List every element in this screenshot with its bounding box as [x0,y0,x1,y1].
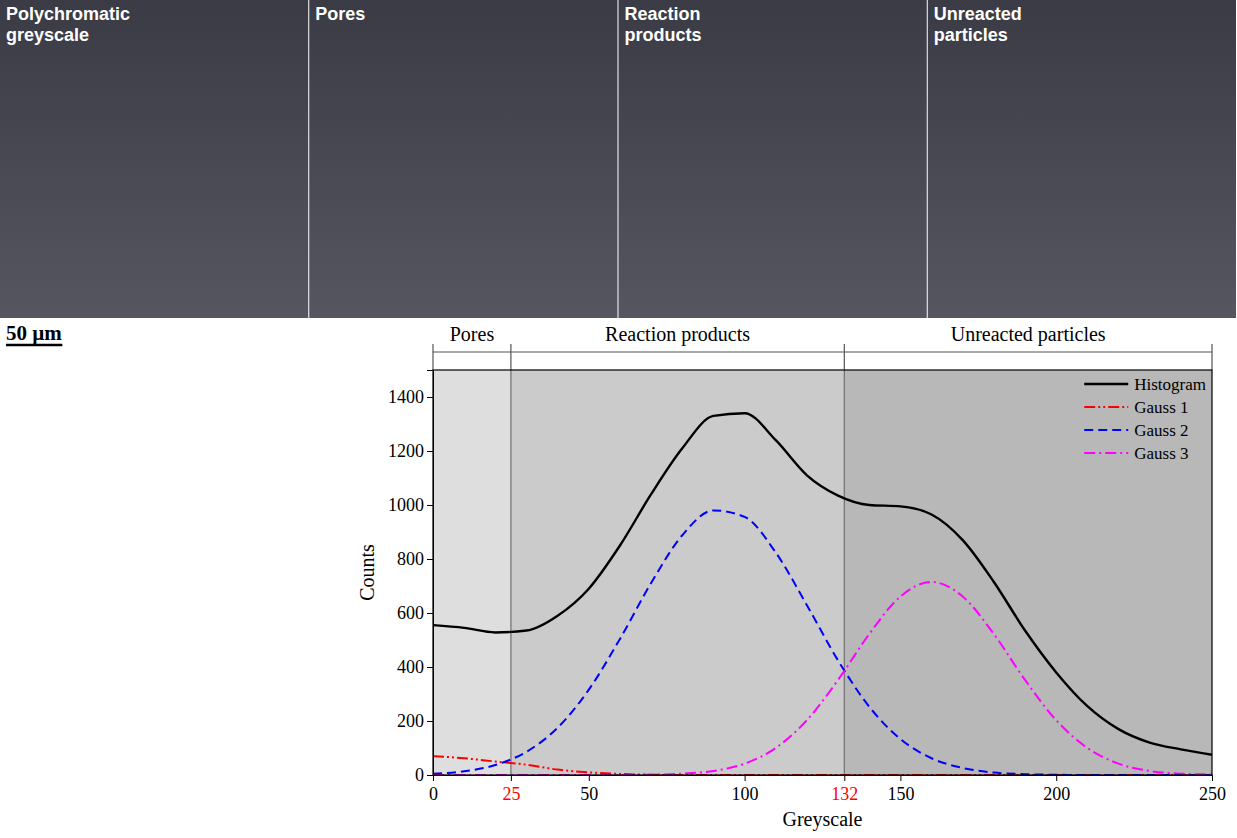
y-tick-mark [427,721,433,722]
legend-swatch [1084,452,1128,454]
bracket-tick [1211,344,1212,370]
y-tick-label: 400 [397,657,424,677]
y-tick-label: 1200 [388,441,424,461]
x-tick: 200 [1043,775,1070,804]
y-tick-label: 600 [397,603,424,623]
threshold-line [844,370,845,775]
panel-background [309,0,617,318]
region-band [511,370,844,775]
y-tick-label: 0 [415,765,424,785]
x-tick-mark [511,775,512,781]
panel-background [928,0,1236,318]
region-label: Reaction products [605,323,750,346]
bracket-tick [510,344,511,370]
y-tick: 1000 [388,495,433,515]
series-line [433,510,1212,775]
x-tick-label: 132 [831,784,858,804]
y-tick-mark [427,451,433,452]
x-axis-line [434,776,1213,782]
y-tick-mark [427,505,433,506]
series-line [433,582,1212,775]
scale-bar [6,344,62,347]
x-tick-label: 25 [502,784,520,804]
legend-swatch [1084,383,1128,385]
figure: Polychromaticgreyscale Pores Reactionprodu… [0,0,1237,838]
y-tick-mark [427,559,433,560]
x-tick-label: 250 [1199,784,1226,804]
y-axis-line [427,371,434,776]
bracket-tick [432,344,433,370]
x-axis-title: Greyscale [783,808,863,831]
x-tick: 25 [502,775,520,804]
panel-background [619,0,927,318]
threshold-line [510,370,511,775]
panel-title: Unreactedparticles [934,4,1022,45]
panel-title: Polychromaticgreyscale [6,4,130,45]
y-tick: 1200 [388,441,433,461]
image-panel: Pores [309,0,617,318]
x-tick: 100 [732,775,759,804]
y-tick: 0 [415,765,433,785]
scale-bar-label: 50 µm [6,321,62,345]
x-tick-mark [900,775,901,781]
series-lines [433,413,1212,775]
y-tick-mark [427,667,433,668]
x-tick-mark [1056,775,1057,781]
bracket-line [433,351,1212,352]
legend: Histogram Gauss 1 Gauss 2 Gauss 3 [1084,375,1206,463]
x-tick: 50 [580,775,598,804]
legend-label: Histogram [1134,375,1206,394]
x-tick-mark [1212,775,1213,781]
x-tick-mark [844,775,845,781]
region-label: Pores [450,323,495,345]
y-tick: 600 [397,603,433,623]
y-tick-label: 1000 [388,495,424,515]
legend-label: Gauss 1 [1134,398,1188,417]
x-tick-label: 150 [887,784,914,804]
series-line [433,413,1212,755]
legend-swatch [1084,429,1128,431]
x-tick-label: 100 [732,784,759,804]
y-tick: 400 [397,657,433,677]
legend-label: Gauss 3 [1134,444,1188,463]
region-band [433,370,511,775]
x-tick-label: 50 [580,784,598,804]
plot-frame [433,370,1212,775]
y-tick: 1400 [388,387,433,407]
image-panel: Reactionproducts [619,0,927,318]
y-tick-mark [427,775,433,776]
x-tick: 250 [1199,775,1226,804]
panel-background [0,0,308,318]
bracket-tick [844,344,845,370]
image-panel: Polychromaticgreyscale [0,0,308,318]
x-tick-mark [589,775,590,781]
x-axis: 0 25 50 100 132 150 200 250 [429,775,1226,804]
series-line [433,756,1212,775]
y-tick-label: 1400 [388,387,424,407]
panel-title: Pores [315,4,365,24]
y-tick-label: 800 [397,549,424,569]
x-tick: 150 [887,775,914,804]
y-tick-mark [427,613,433,614]
y-tick: 200 [397,711,433,731]
x-tick-label: 0 [429,784,438,804]
legend-swatch [1084,406,1128,408]
panel-title: Reactionproducts [625,4,702,45]
y-tick-mark [427,397,433,398]
legend-label: Gauss 2 [1134,421,1188,440]
x-tick-label: 200 [1043,784,1070,804]
region-label: Unreacted particles [951,323,1106,346]
y-axis-title: Counts [356,544,378,601]
x-tick: 0 [429,775,438,804]
region-band [844,370,1212,775]
y-tick-label: 200 [397,711,424,731]
x-tick: 132 [831,775,858,804]
region-bracket: Pores Reaction products Unreacted particle… [433,323,1212,370]
y-tick: 800 [397,549,433,569]
regions [433,370,1212,775]
y-axis: 0 200 400 600 800 1000 1200 1400 [388,371,434,786]
image-panel: Unreactedparticles [928,0,1236,318]
x-tick-mark [745,775,746,781]
